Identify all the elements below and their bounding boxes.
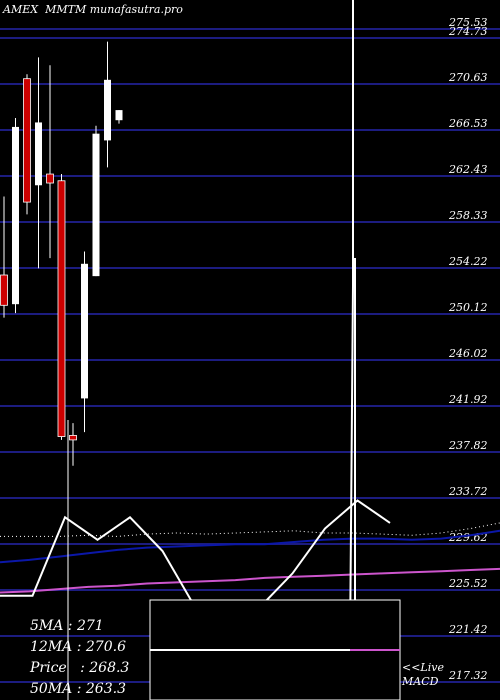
- ma50-row: 50MA : 263.3: [30, 681, 126, 697]
- exchange-label: AMEX: [3, 3, 39, 16]
- ma12-row: 12MA : 270.6: [30, 639, 126, 655]
- ma12-label: 12MA: [30, 639, 73, 655]
- separator-line: [348, 0, 356, 652]
- y-tick-label: 246.02: [448, 347, 488, 360]
- candle: [23, 74, 31, 215]
- candle: [104, 41, 111, 168]
- candle: [57, 174, 66, 440]
- ma-magenta-line: [0, 567, 500, 594]
- ma50-value: 263.3: [85, 681, 126, 697]
- moving-average-lines: [0, 522, 500, 594]
- y-tick-label: 262.43: [448, 163, 488, 176]
- candle-body: [46, 173, 54, 184]
- y-tick-label: 270.63: [448, 71, 488, 84]
- y-tick-label: 241.92: [448, 393, 488, 406]
- indicator-values: 5MA : 271 12MA : 270.6 Price : 268.3 50M…: [30, 616, 129, 700]
- symbol-label: MMTM: [45, 3, 87, 16]
- candle-body: [81, 263, 88, 399]
- ma5-value: 271: [76, 618, 104, 634]
- live-label: <<Live: [402, 661, 444, 674]
- candle-body: [69, 435, 77, 441]
- ma5-row: 5MA : 271: [30, 618, 104, 634]
- ma-blue-line: [0, 529, 500, 564]
- candles: [0, 41, 123, 466]
- chart-title: AMEX MMTM munafasutra.pro: [3, 3, 183, 16]
- candle: [69, 423, 77, 466]
- ma50-label: 50MA: [30, 681, 73, 697]
- candle: [12, 117, 19, 314]
- candle: [0, 196, 8, 318]
- y-tick-label: 254.22: [448, 255, 488, 268]
- price-row: Price : 268.3: [30, 660, 130, 676]
- macd-label: MACD: [402, 675, 439, 688]
- candle: [35, 57, 42, 269]
- y-tick-label: 225.52: [448, 577, 488, 590]
- y-tick-label: 233.72: [448, 485, 488, 498]
- candle: [115, 110, 123, 124]
- macd-panel: [0, 0, 401, 700]
- y-tick-label: 258.33: [448, 209, 488, 222]
- candle: [46, 65, 54, 259]
- price-value: 268.3: [89, 660, 130, 676]
- y-tick-label: 266.53: [448, 117, 488, 130]
- candle-body: [0, 274, 8, 306]
- macd-legend: <<Live MACD: [402, 661, 444, 689]
- candle-body: [104, 79, 111, 141]
- y-tick-label: 250.12: [448, 301, 488, 314]
- candle-body: [57, 180, 66, 437]
- candle-body: [115, 110, 123, 121]
- y-tick-label: 221.42: [448, 623, 488, 636]
- candle-body: [23, 78, 31, 203]
- candle-body: [12, 126, 19, 305]
- ma5-label: 5MA: [30, 618, 64, 634]
- candle: [92, 125, 100, 277]
- candle-body: [35, 122, 42, 186]
- candle-body: [92, 133, 100, 277]
- candle: [81, 251, 88, 433]
- ma12-value: 270.6: [85, 639, 126, 655]
- y-tick-label: 274.73: [448, 25, 488, 38]
- y-tick-label: 275.53: [448, 16, 488, 29]
- y-tick-label: 217.32: [448, 669, 488, 682]
- y-tick-label: 237.82: [448, 439, 488, 452]
- price-label: Price: [30, 660, 67, 676]
- site-label: munafasutra.pro: [89, 3, 183, 16]
